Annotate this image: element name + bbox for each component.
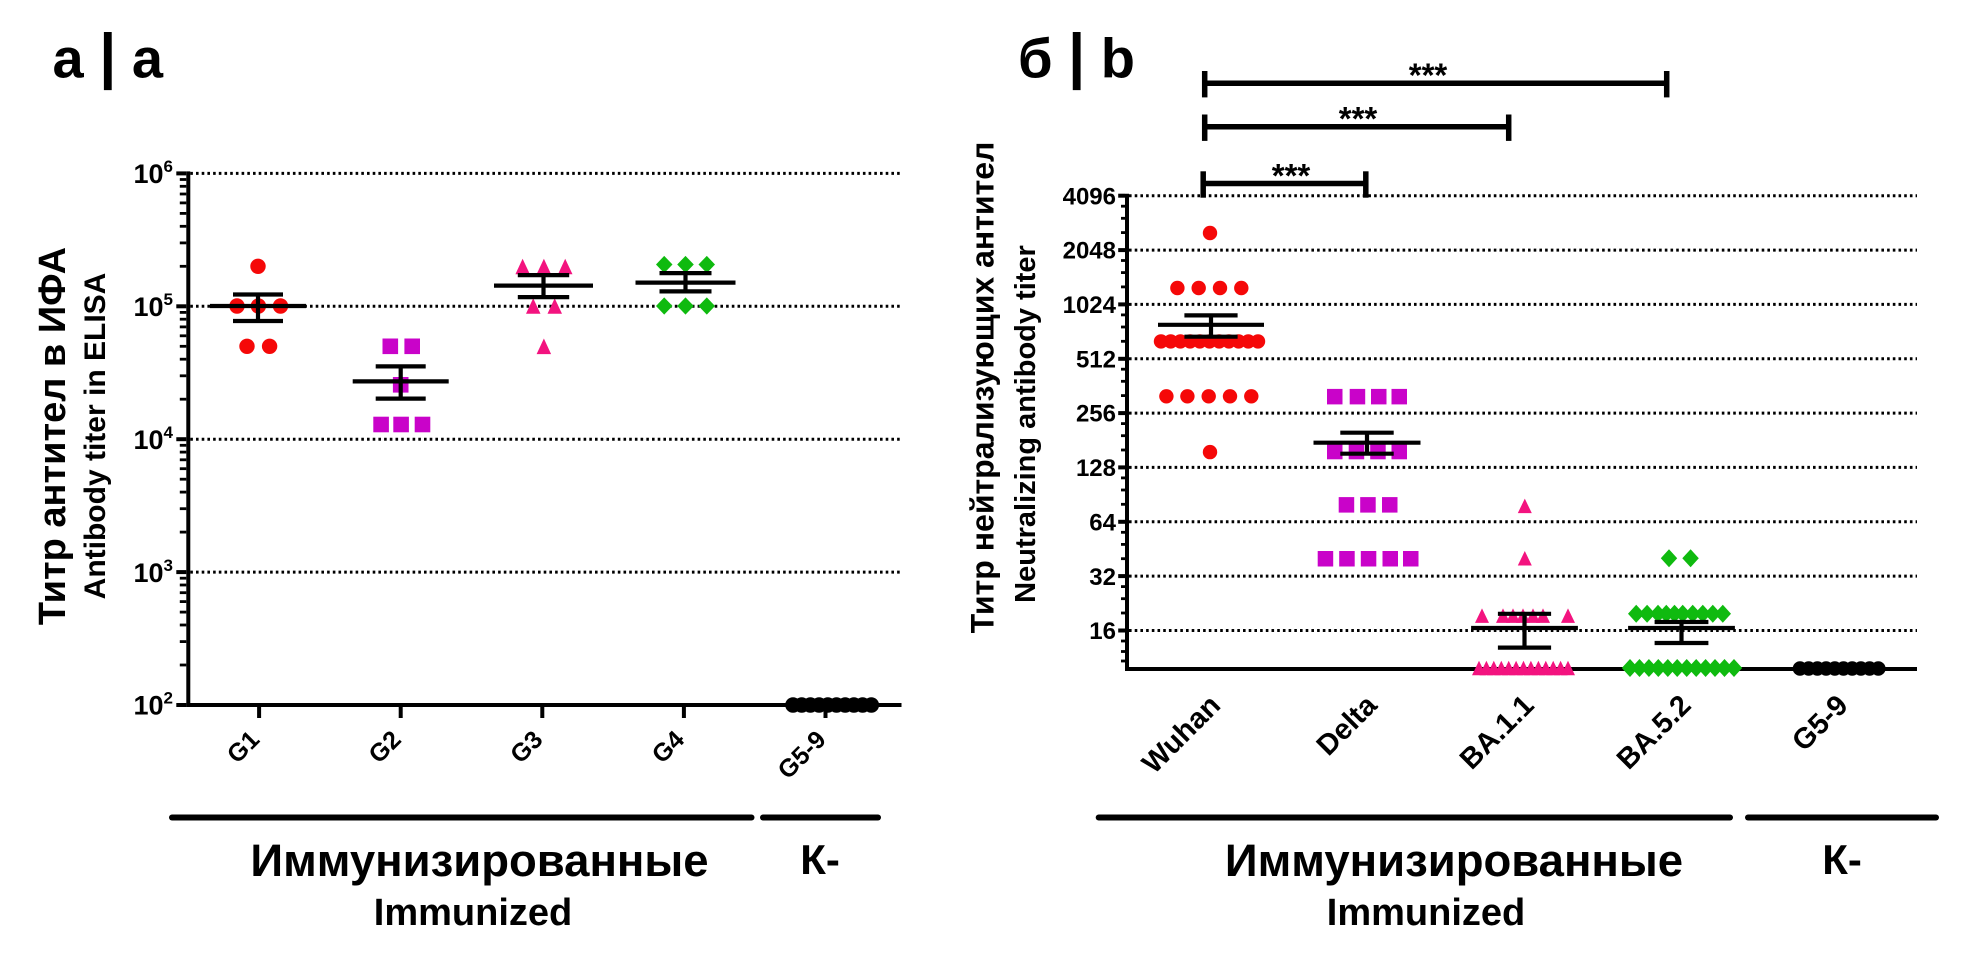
svg-text:Титр антител в ИФА: Титр антител в ИФА: [32, 247, 74, 625]
svg-text:103: 103: [133, 556, 173, 588]
svg-text:Immunized: Immunized: [1327, 892, 1525, 934]
svg-text:Титр нейтрализующих антител: Титр нейтрализующих антител: [965, 142, 1001, 634]
svg-text:Immunized: Immunized: [374, 892, 572, 934]
svg-text:1024: 1024: [1063, 292, 1117, 319]
svg-text:105: 105: [133, 290, 173, 322]
svg-text:2048: 2048: [1063, 238, 1116, 265]
svg-text:4096: 4096: [1063, 183, 1116, 210]
svg-text:64: 64: [1089, 509, 1116, 536]
svg-text:128: 128: [1076, 455, 1116, 482]
svg-text:К-: К-: [1822, 836, 1862, 883]
svg-text:32: 32: [1089, 564, 1116, 591]
svg-text:Neutralizing antibody titer: Neutralizing antibody titer: [1010, 245, 1042, 603]
svg-text:16: 16: [1089, 618, 1116, 645]
svg-text:a | a: a | a: [53, 22, 164, 92]
svg-text:104: 104: [133, 423, 173, 455]
svg-text:***: ***: [1409, 57, 1448, 94]
svg-text:512: 512: [1076, 346, 1116, 373]
svg-text:Иммунизированные: Иммунизированные: [250, 835, 708, 886]
svg-text:***: ***: [1339, 100, 1378, 137]
svg-text:б | b: б | b: [1018, 22, 1135, 92]
svg-text:102: 102: [133, 689, 173, 721]
svg-text:К-: К-: [800, 836, 840, 883]
svg-text:***: ***: [1272, 157, 1311, 194]
svg-text:256: 256: [1076, 401, 1116, 428]
svg-text:106: 106: [133, 157, 173, 189]
svg-text:Иммунизированные: Иммунизированные: [1225, 835, 1683, 886]
svg-text:Antibody titer in ELISA: Antibody titer in ELISA: [79, 273, 112, 600]
